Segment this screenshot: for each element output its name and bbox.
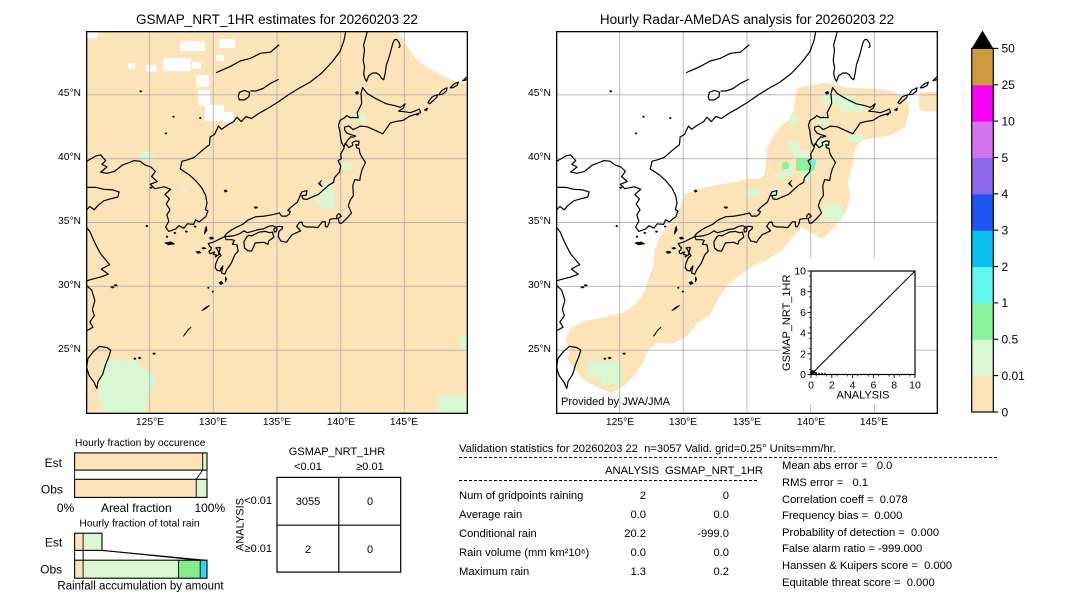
svg-text:10: 10 <box>909 380 921 392</box>
svg-text:ANALYSIS: ANALYSIS <box>837 390 890 402</box>
svg-text:100%: 100% <box>194 501 225 515</box>
svg-text:10: 10 <box>794 266 806 278</box>
svg-text:Est: Est <box>45 536 63 550</box>
svg-text:Hourly fraction of total rain: Hourly fraction of total rain <box>79 519 199 530</box>
svg-text:0: 0 <box>800 369 806 381</box>
svg-text:2: 2 <box>800 348 806 360</box>
svg-text:GSMAP_NRT_1HR: GSMAP_NRT_1HR <box>289 446 385 458</box>
svg-text:≥0.01: ≥0.01 <box>356 461 383 473</box>
svg-text:4: 4 <box>850 380 856 392</box>
svg-text:Areal fraction: Areal fraction <box>101 501 172 515</box>
svg-text:50: 50 <box>1002 42 1016 56</box>
svg-text:ANALYSIS: ANALYSIS <box>235 498 247 551</box>
svg-text:4: 4 <box>1002 187 1009 201</box>
svg-text:Hourly fraction by occurence: Hourly fraction by occurence <box>75 438 206 449</box>
svg-text:Rainfall accumulation by amoun: Rainfall accumulation by amount <box>57 580 224 592</box>
svg-text:4: 4 <box>800 328 806 340</box>
svg-text:10: 10 <box>1002 114 1016 128</box>
svg-text:2: 2 <box>829 380 835 392</box>
svg-text:2: 2 <box>305 544 311 556</box>
svg-text:Obs: Obs <box>40 563 62 577</box>
svg-text:0: 0 <box>1002 405 1009 419</box>
svg-text:0%: 0% <box>57 501 75 515</box>
svg-text:25: 25 <box>1002 78 1016 92</box>
svg-text:<0.01: <0.01 <box>244 495 272 507</box>
svg-text:2: 2 <box>1002 260 1009 274</box>
svg-text:0.01: 0.01 <box>1002 369 1026 383</box>
svg-text:0.5: 0.5 <box>1002 333 1019 347</box>
svg-text:8: 8 <box>891 380 897 392</box>
svg-text:6: 6 <box>800 307 806 319</box>
svg-text:1: 1 <box>1002 296 1009 310</box>
svg-text:3: 3 <box>1002 224 1009 238</box>
svg-text:5: 5 <box>1002 151 1009 165</box>
svg-text:<0.01: <0.01 <box>294 461 322 473</box>
svg-text:0: 0 <box>808 380 814 392</box>
svg-text:Obs: Obs <box>41 482 63 496</box>
svg-text:GSMAP_NRT_1HR: GSMAP_NRT_1HR <box>781 275 793 371</box>
svg-text:6: 6 <box>870 380 876 392</box>
svg-text:8: 8 <box>800 286 806 298</box>
svg-text:3055: 3055 <box>296 496 320 508</box>
svg-text:≥0.01: ≥0.01 <box>245 543 272 555</box>
svg-text:0: 0 <box>367 544 373 556</box>
svg-text:0: 0 <box>367 496 373 508</box>
svg-text:Est: Est <box>45 456 63 470</box>
